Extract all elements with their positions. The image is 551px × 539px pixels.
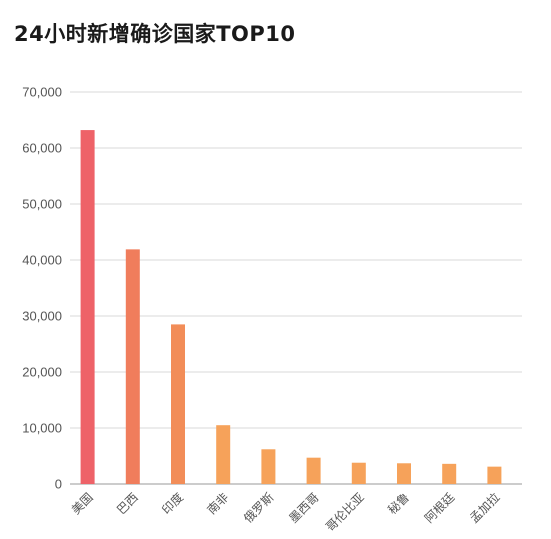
y-tick-label: 60,000 (22, 141, 62, 156)
bar (171, 324, 185, 484)
x-tick-label: 印度 (159, 490, 187, 518)
y-tick-label: 70,000 (22, 85, 62, 100)
x-tick-label: 墨西哥 (286, 490, 321, 525)
y-tick-label: 10,000 (22, 421, 62, 436)
y-tick-label: 40,000 (22, 253, 62, 268)
bar (306, 457, 321, 484)
y-tick-label: 50,000 (22, 197, 62, 212)
x-tick-label: 秘鲁 (385, 490, 412, 517)
bar (397, 463, 411, 484)
x-tick-label: 哥伦比亚 (322, 490, 367, 535)
grid-lines (70, 91, 522, 485)
bar (125, 249, 140, 484)
x-tick-label: 孟加拉 (466, 490, 502, 526)
y-axis: 0 10,000 20,000 30,000 40,000 50,000 60,000 70,… (22, 85, 62, 492)
y-tick-label: 0 (55, 477, 62, 492)
bar (216, 425, 231, 484)
bar (351, 462, 366, 484)
x-axis: 美国 巴西 印度 南非 俄罗斯 墨西哥 哥伦比亚 秘鲁 阿根廷 孟加拉 (69, 490, 503, 535)
bar (80, 130, 95, 484)
y-tick-label: 30,000 (22, 309, 62, 324)
x-tick-label: 南非 (204, 490, 232, 518)
x-tick-label: 巴西 (114, 490, 141, 517)
y-tick-label: 20,000 (22, 365, 62, 380)
x-tick-label: 俄罗斯 (241, 490, 276, 525)
bar (487, 466, 502, 484)
bar (261, 449, 276, 484)
chart-title: 24小时新增确诊国家TOP10 (14, 22, 296, 46)
bar (442, 463, 457, 484)
x-tick-label: 美国 (69, 490, 96, 517)
x-tick-label: 阿根廷 (422, 490, 457, 525)
bars (80, 130, 502, 484)
